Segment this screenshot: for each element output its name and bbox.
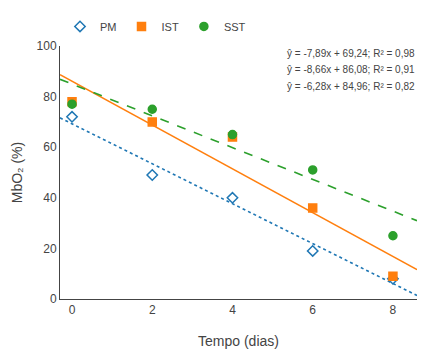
svg-text:MbO₂ (%): MbO₂ (%) [9,142,25,203]
svg-text:ŷ = -7,89x + 69,24; R² = 0,98: ŷ = -7,89x + 69,24; R² = 0,98 [287,48,415,59]
svg-text:60: 60 [43,140,57,154]
svg-text:ŷ = -8,66x + 86,08; R² = 0,91: ŷ = -8,66x + 86,08; R² = 0,91 [287,64,415,75]
svg-text:0: 0 [50,292,57,306]
svg-text:ŷ = -6,28x + 84,96; R² = 0,82: ŷ = -6,28x + 84,96; R² = 0,82 [287,81,415,92]
svg-text:8: 8 [390,303,397,317]
svg-text:80: 80 [43,90,57,104]
svg-text:40: 40 [43,191,57,205]
svg-text:4: 4 [229,303,236,317]
svg-text:SST: SST [224,21,246,33]
svg-text:PM: PM [100,21,117,33]
svg-text:6: 6 [309,303,316,317]
svg-text:0: 0 [69,303,76,317]
svg-text:Tempo (dias): Tempo (dias) [198,333,279,349]
svg-text:2: 2 [149,303,156,317]
svg-text:20: 20 [43,242,57,256]
svg-text:100: 100 [37,39,57,53]
svg-text:IST: IST [162,21,179,33]
